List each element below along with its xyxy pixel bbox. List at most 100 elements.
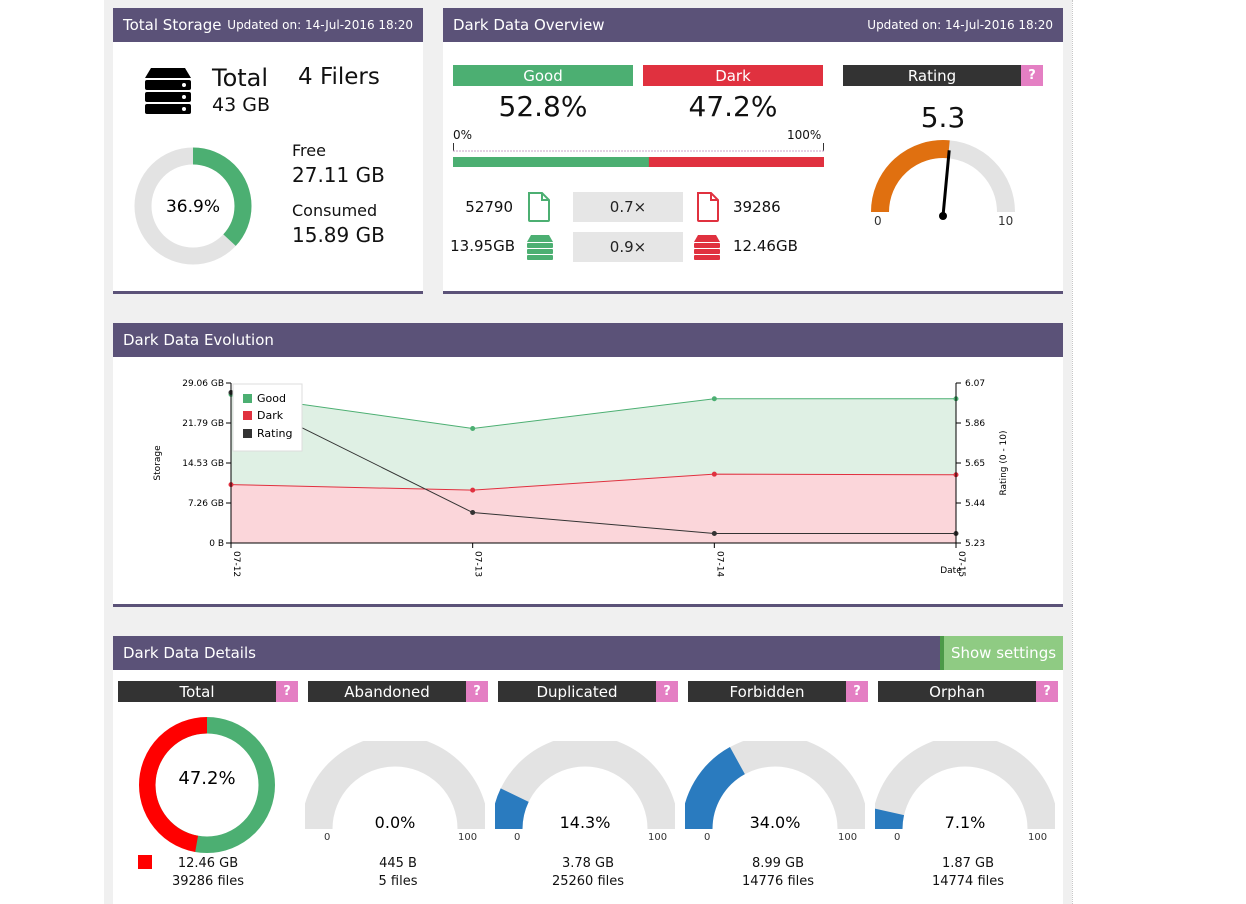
rating-gauge [871, 140, 1015, 220]
evolution-title: Dark Data Evolution [123, 331, 274, 349]
y2-axis-title: Rating (0 - 10) [999, 430, 1009, 495]
evolution-header: Dark Data Evolution [113, 323, 1063, 357]
good-point [711, 396, 717, 402]
rating-help-icon[interactable]: ? [1021, 65, 1043, 86]
overview-updated: Updated on: 14-Jul-2016 18:20 [867, 18, 1053, 32]
good-bar-segment [453, 157, 649, 167]
rating-label: Rating [907, 66, 957, 85]
gauge-abandoned-help-icon[interactable]: ? [466, 681, 488, 702]
detail-total-donut: 47.2% [138, 716, 276, 854]
y2-tick-label: 6.07 [965, 379, 985, 389]
filers-count: 4 Filers [298, 64, 380, 90]
good-file-icon [528, 192, 550, 222]
y-axis-title: Storage [153, 445, 163, 481]
free-value: 27.11 GB [292, 163, 385, 187]
gauge-forbidden-min: 0 [704, 832, 711, 843]
dark-storage-icon [694, 235, 720, 260]
gauge-duplicated-max: 100 [648, 832, 668, 843]
gauge-duplicated-files: 25260 files [551, 874, 625, 889]
free-label: Free [292, 141, 326, 160]
overview-header: Dark Data Overview Updated on: 14-Jul-20… [443, 8, 1063, 42]
gauge-forbidden-files: 14776 files [741, 874, 815, 889]
gauge-orphan-pill: Orphan ? [878, 681, 1058, 702]
y-tick-label: 7.26 GB [188, 499, 224, 509]
gauge-abandoned-files: 5 files [378, 874, 418, 889]
storage-donut-pct: 36.9% [166, 197, 220, 217]
legend-dark: Dark [257, 409, 284, 422]
scale-max: 100% [787, 128, 822, 142]
gauge-orphan-files: 14774 files [931, 874, 1005, 889]
dark-line [230, 473, 957, 491]
evolution-chart: 0 B 7.26 GB 14.53 GB 21.79 GB 29.06 GB 5.23 5.… [153, 379, 1009, 577]
rating-point [470, 510, 476, 516]
y2-tick-label: 5.23 [965, 539, 985, 549]
y-tick-label: 0 B [209, 539, 224, 549]
gauge-duplicated-pct: 14.3% [560, 813, 611, 832]
gauge-forbidden-chart: 34.0% [685, 741, 865, 832]
gauge-orphan-chart: 7.1% [875, 741, 1055, 832]
details-header: Dark Data Details [113, 636, 1063, 670]
gauge-forbidden-max: 100 [838, 832, 858, 843]
y2-tick-label: 5.86 [965, 419, 985, 429]
dark-point [711, 471, 717, 477]
gauge-forbidden-label: Forbidden [729, 682, 805, 701]
consumed-label: Consumed [292, 201, 378, 220]
legend-rating: Rating [257, 427, 292, 440]
good-pct: 52.8% [498, 90, 588, 123]
dark-point [470, 487, 476, 493]
x-tick-label: 07-12 [231, 551, 241, 577]
gauge-forbidden-help-icon[interactable]: ? [846, 681, 868, 702]
good-pill: Good [453, 65, 633, 86]
good-point [470, 425, 476, 431]
rating-min: 0 [874, 214, 882, 228]
gauge-abandoned-size: 445 B [379, 856, 417, 871]
gauge-duplicated-help-icon[interactable]: ? [656, 681, 678, 702]
total-storage-card: Total Storage Updated on: 14-Jul-2016 18… [113, 8, 423, 294]
gauge-orphan-help-icon[interactable]: ? [1036, 681, 1058, 702]
server-icon [145, 68, 191, 114]
rating-needle [941, 150, 951, 217]
consumed-value: 15.89 GB [292, 223, 385, 247]
show-settings-button[interactable]: Show settings [940, 636, 1063, 670]
details-title: Dark Data Details [123, 644, 256, 662]
x-tick-label: 07-14 [714, 551, 724, 577]
gauge-duplicated-min: 0 [514, 832, 521, 843]
rating-line [230, 392, 956, 534]
evolution-card: Dark Data Evolution 0 B 7.26 GB 14.53 GB 21… [113, 323, 1063, 607]
legend-good-swatch [243, 394, 252, 403]
gauge-forbidden-fill [685, 747, 746, 830]
overview-title: Dark Data Overview [453, 16, 605, 34]
gauge-orphan-size: 1.87 GB [941, 856, 995, 871]
page-divider [1072, 0, 1073, 904]
detail-total-files: 39286 files [171, 874, 245, 889]
gauge-orphan-fill [875, 808, 905, 830]
dark-pill: Dark [643, 65, 823, 86]
x-axis-title: Date [940, 566, 962, 576]
gauge-orphan-max: 100 [1028, 832, 1048, 843]
rating-max: 10 [998, 214, 1014, 228]
gauge-orphan-pct: 7.1% [945, 813, 986, 832]
rating-point [711, 530, 717, 536]
gauge-orphan-label: Orphan [929, 682, 985, 701]
scale-min: 0% [453, 128, 473, 142]
y2-tick-label: 5.44 [965, 499, 985, 509]
detail-total-pill: Total ? [118, 681, 298, 702]
y-tick-label: 21.79 GB [182, 419, 224, 429]
legend-dark-swatch [243, 411, 252, 420]
size-ratio: 0.9× [573, 232, 683, 262]
gauge-duplicated-fill [495, 788, 529, 830]
dark-area [231, 474, 956, 543]
total-value: 43 GB [212, 94, 270, 116]
files-ratio: 0.7× [573, 192, 683, 222]
storage-donut: 36.9% [134, 147, 252, 265]
y-tick-label: 29.06 GB [182, 379, 224, 389]
detail-total-pct: 47.2% [178, 768, 235, 789]
detail-total-help-icon[interactable]: ? [276, 681, 298, 702]
gauge-duplicated-pill: Duplicated ? [498, 681, 678, 702]
gauge-orphan-min: 0 [894, 832, 901, 843]
dark-pct: 47.2% [688, 90, 778, 123]
gauge-abandoned-min: 0 [324, 832, 331, 843]
gauge-abandoned-label: Abandoned [344, 682, 430, 701]
gauge-duplicated-size: 3.78 GB [561, 856, 615, 871]
dark-legend-square [138, 855, 152, 869]
